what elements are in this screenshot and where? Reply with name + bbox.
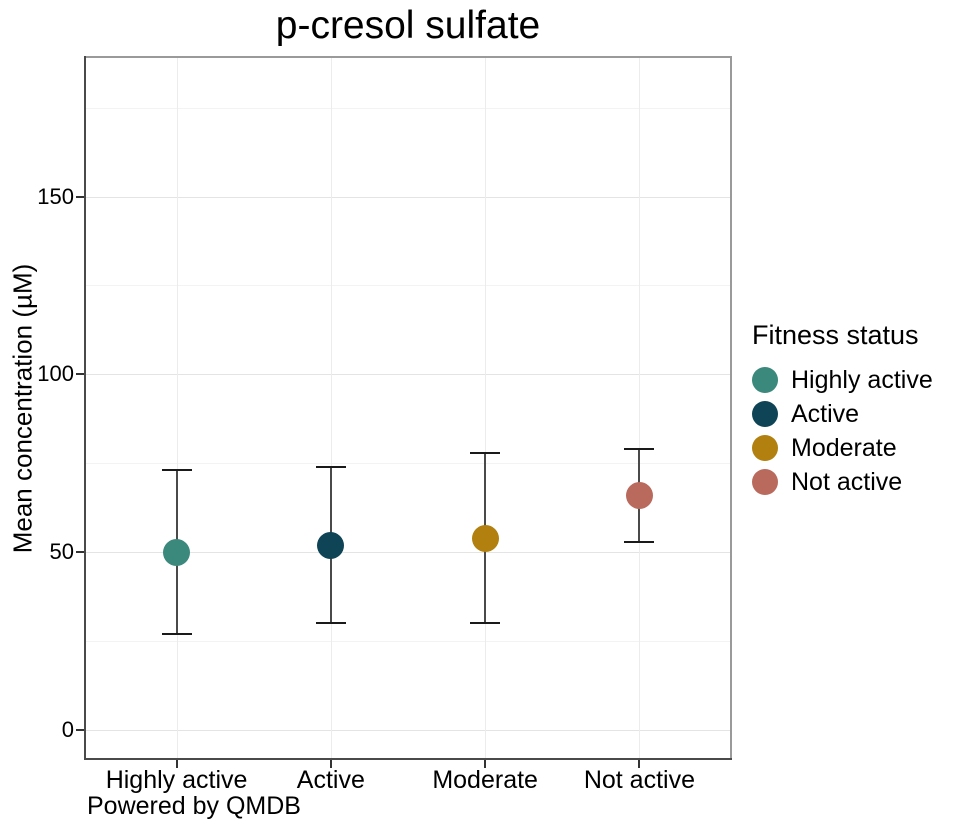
x-tick-label-active: Active <box>296 766 365 794</box>
y-tick <box>76 729 84 732</box>
legend-swatch-active <box>752 401 778 427</box>
y-tick <box>76 195 84 198</box>
y-major-gridline <box>84 552 732 554</box>
legend-item-active: Active <box>752 397 933 431</box>
y-tick-label: 50 <box>49 539 74 565</box>
panel-border-bottom <box>84 758 732 760</box>
y-minor-gridline <box>84 285 732 287</box>
data-point-active <box>317 531 345 559</box>
panel-border-top <box>84 56 732 58</box>
plot-panel <box>84 56 732 760</box>
errorbar-cap-upper-highly-active <box>161 469 192 472</box>
y-minor-gridline <box>84 107 732 109</box>
x-tick-label-highly-active: Highly active <box>105 766 248 794</box>
legend-item-moderate: Moderate <box>752 431 933 465</box>
panel-border-right <box>730 56 732 760</box>
legend-item-not-active: Not active <box>752 465 933 499</box>
legend-swatch-not-active <box>752 469 778 495</box>
errorbar-cap-upper-active <box>315 465 346 468</box>
legend-swatch-highly-active <box>752 367 778 393</box>
data-point-highly-active <box>163 538 191 566</box>
data-point-moderate <box>471 524 499 552</box>
y-tick-label: 0 <box>61 717 74 743</box>
chart-title: p-cresol sulfate <box>275 4 541 47</box>
caption: Powered by QMDB <box>87 792 301 820</box>
legend-items: Highly active Active Moderate Not active <box>752 363 933 499</box>
legend-label-active: Active <box>791 399 860 428</box>
x-major-gridline <box>176 56 178 760</box>
y-major-gridline <box>84 196 732 198</box>
data-point-not-active <box>625 481 653 509</box>
errorbar-cap-lower-moderate <box>470 622 501 625</box>
x-tick <box>175 760 178 768</box>
y-tick <box>76 551 84 554</box>
panel-border-left <box>84 56 86 760</box>
x-major-gridline <box>639 56 641 760</box>
y-major-gridline <box>84 374 732 376</box>
legend-title: Fitness status <box>752 320 919 350</box>
errorbar-cap-upper-not-active <box>624 448 655 451</box>
y-major-gridline <box>84 730 732 732</box>
errorbar-cap-lower-highly-active <box>161 633 192 636</box>
x-tick <box>484 760 487 768</box>
legend-swatch-moderate <box>752 435 778 461</box>
legend: Fitness status Highly active Active Modera… <box>752 320 933 499</box>
x-tick-label-moderate: Moderate <box>432 766 538 794</box>
x-tick <box>329 760 332 768</box>
legend-label-highly-active: Highly active <box>791 365 933 394</box>
y-tick-label: 100 <box>37 361 74 387</box>
y-tick <box>76 373 84 376</box>
errorbar-cap-lower-not-active <box>624 540 655 543</box>
legend-item-highly-active: Highly active <box>752 363 933 397</box>
x-tick-label-not-active: Not active <box>583 766 695 794</box>
legend-label-moderate: Moderate <box>791 433 897 462</box>
x-major-gridline <box>330 56 332 760</box>
x-major-gridline <box>485 56 487 760</box>
y-axis-title: Mean concentration (µM) <box>7 263 38 553</box>
y-tick-label: 150 <box>37 183 74 209</box>
legend-label-not-active: Not active <box>791 467 903 496</box>
errorbar-cap-lower-active <box>315 622 346 625</box>
x-tick <box>638 760 641 768</box>
y-minor-gridline <box>84 641 732 643</box>
y-axis-title-box: Mean concentration (µM) <box>0 56 46 760</box>
errorbar-cap-upper-moderate <box>470 451 501 454</box>
y-minor-gridline <box>84 463 732 465</box>
